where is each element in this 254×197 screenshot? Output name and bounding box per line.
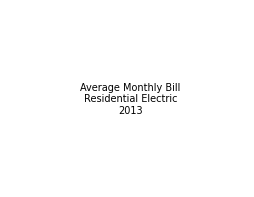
Text: Average Monthly Bill
Residential Electric
2013: Average Monthly Bill Residential Electri… — [80, 83, 180, 116]
